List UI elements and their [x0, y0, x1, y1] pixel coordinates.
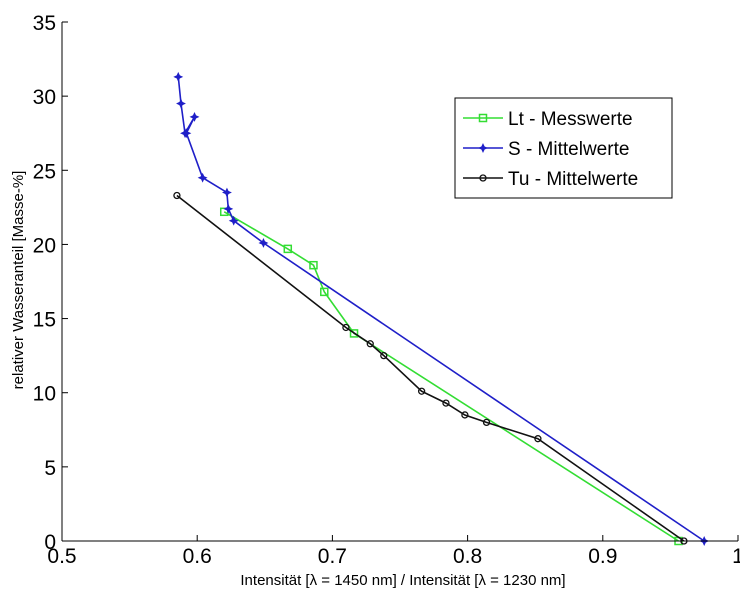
y-tick-label: 25	[33, 160, 56, 183]
data-point	[442, 399, 450, 407]
y-tick-label: 0	[44, 531, 56, 554]
x-tick-label: 0.6	[183, 545, 212, 568]
x-tick-label: 1	[732, 545, 740, 568]
legend-label: Tu - Mittelwerte	[508, 169, 638, 190]
x-tick-label: 0.5	[47, 545, 76, 568]
legend-label: Lt - Messwerte	[508, 109, 633, 130]
data-point	[189, 111, 200, 122]
data-point	[228, 215, 239, 226]
data-point	[366, 340, 374, 348]
series-2	[173, 191, 688, 545]
plot-lines	[173, 71, 710, 546]
legend-entry: Tu - Mittelwerte	[463, 169, 638, 190]
legend-swatch-marker	[479, 174, 487, 182]
series-0	[219, 207, 683, 546]
axes	[61, 22, 738, 542]
x-axis-title: Intensität [λ = 1450 nm] / Intensität [λ…	[240, 572, 565, 589]
y-tick-label: 5	[44, 457, 56, 480]
legend-swatch-marker	[478, 143, 488, 153]
series-line	[223, 211, 679, 542]
data-point	[283, 244, 293, 254]
series-1	[173, 71, 710, 546]
data-point	[417, 387, 426, 395]
legend-swatch-marker	[478, 113, 488, 123]
data-point	[173, 71, 184, 82]
legend-label: S - Mittelwerte	[508, 139, 629, 160]
data-point	[197, 172, 208, 183]
y-axis-title: relativer Wasseranteil [Masse-%]	[10, 171, 27, 390]
x-tick-label: 0.7	[318, 545, 347, 568]
data-point	[309, 260, 318, 270]
data-point	[342, 323, 350, 332]
data-point	[181, 128, 192, 139]
data-point	[173, 191, 181, 200]
y-tick-label: 30	[33, 86, 56, 109]
data-point	[258, 238, 269, 248]
data-point	[176, 98, 186, 109]
data-point	[461, 411, 469, 419]
x-tick-label: 0.8	[453, 545, 482, 568]
data-point	[534, 435, 542, 443]
legend: Lt - Messwerte S - Mittelwerte Tu - Mittel…	[454, 97, 673, 199]
y-tick-label: 20	[33, 234, 56, 257]
x-tick-label: 0.9	[588, 545, 617, 568]
y-tick-label: 35	[33, 12, 56, 35]
data-point	[349, 329, 359, 338]
y-tick-label: 10	[33, 383, 56, 406]
legend-entry: S - Mittelwerte	[463, 139, 629, 160]
y-tick-label: 15	[33, 309, 56, 332]
data-point	[223, 203, 234, 214]
legend-entry: Lt - Messwerte	[463, 109, 633, 130]
data-point	[482, 418, 491, 427]
data-point	[221, 187, 232, 198]
series-line	[176, 194, 685, 542]
data-point	[320, 287, 329, 297]
data-point	[380, 351, 388, 360]
